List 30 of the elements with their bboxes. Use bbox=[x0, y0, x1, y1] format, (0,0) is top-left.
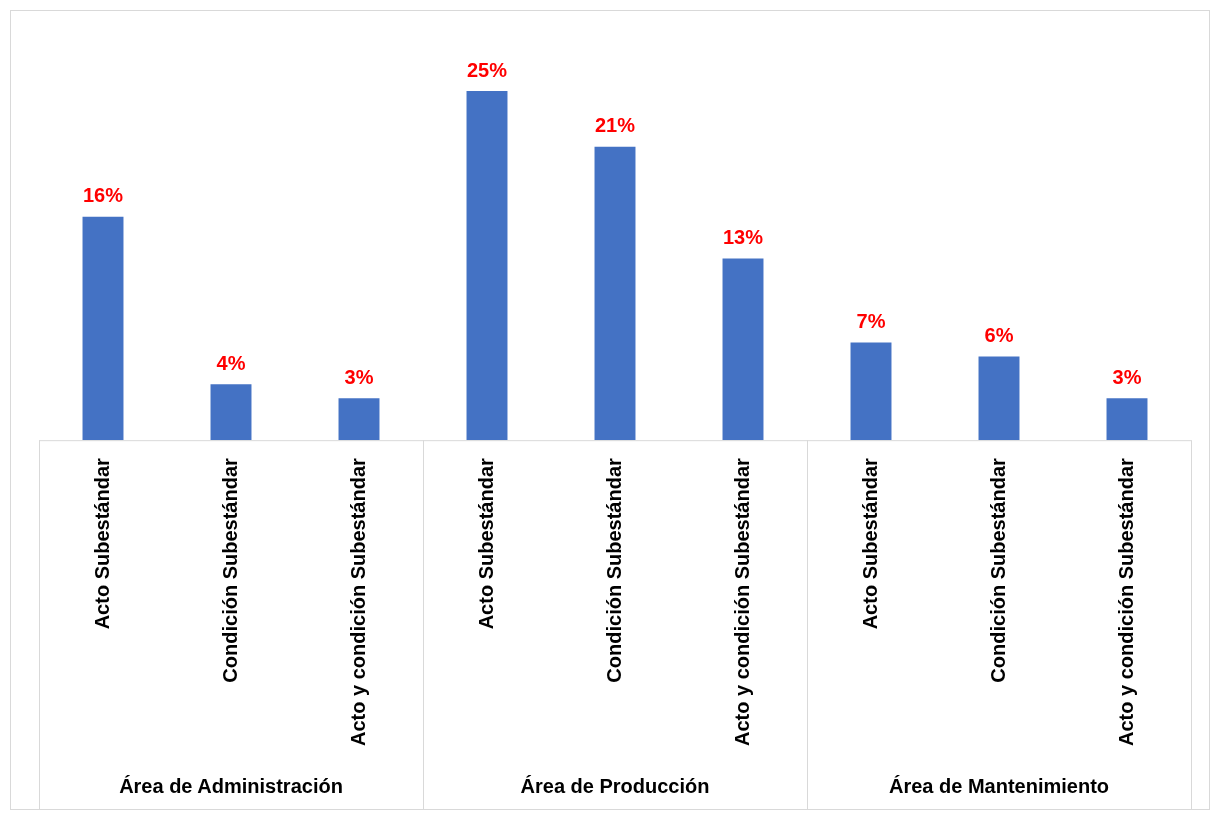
bar bbox=[722, 258, 764, 441]
x-tick-label: Acto Subestándar bbox=[858, 457, 881, 630]
data-label: 25% bbox=[466, 58, 508, 81]
data-label: 4% bbox=[216, 351, 246, 374]
bar bbox=[466, 91, 508, 441]
data-label: 21% bbox=[594, 114, 636, 137]
text: Área de Administración bbox=[119, 774, 343, 797]
bar bbox=[338, 398, 380, 441]
x-tick-label: Acto y condición Subestándar bbox=[346, 457, 369, 747]
data-label: 7% bbox=[856, 309, 886, 332]
data-label: 13% bbox=[722, 226, 764, 249]
x-tick-label: Condición Subestándar bbox=[218, 457, 241, 683]
x-tick-label: Acto Subestándar bbox=[90, 457, 113, 630]
bar bbox=[210, 384, 252, 441]
x-tick-label: Acto y condición Subestándar bbox=[730, 457, 753, 747]
bar bbox=[82, 216, 124, 441]
bar bbox=[1106, 398, 1148, 441]
x-tick-label: Acto Subestándar bbox=[474, 457, 497, 630]
data-label: 3% bbox=[1112, 365, 1142, 388]
data-label: 16% bbox=[82, 184, 124, 207]
x-tick-label: Condición Subestándar bbox=[986, 457, 1009, 683]
bar bbox=[850, 342, 892, 441]
data-label: 3% bbox=[344, 365, 374, 388]
bar bbox=[978, 356, 1020, 441]
data-label: 6% bbox=[984, 323, 1014, 346]
x-tick-label: Condición Subestándar bbox=[602, 457, 625, 683]
text: Área de Producción bbox=[520, 774, 710, 797]
text: Área de Mantenimiento bbox=[888, 774, 1110, 797]
bar bbox=[594, 146, 636, 441]
x-tick-label: Acto y condición Subestándar bbox=[1114, 457, 1137, 747]
